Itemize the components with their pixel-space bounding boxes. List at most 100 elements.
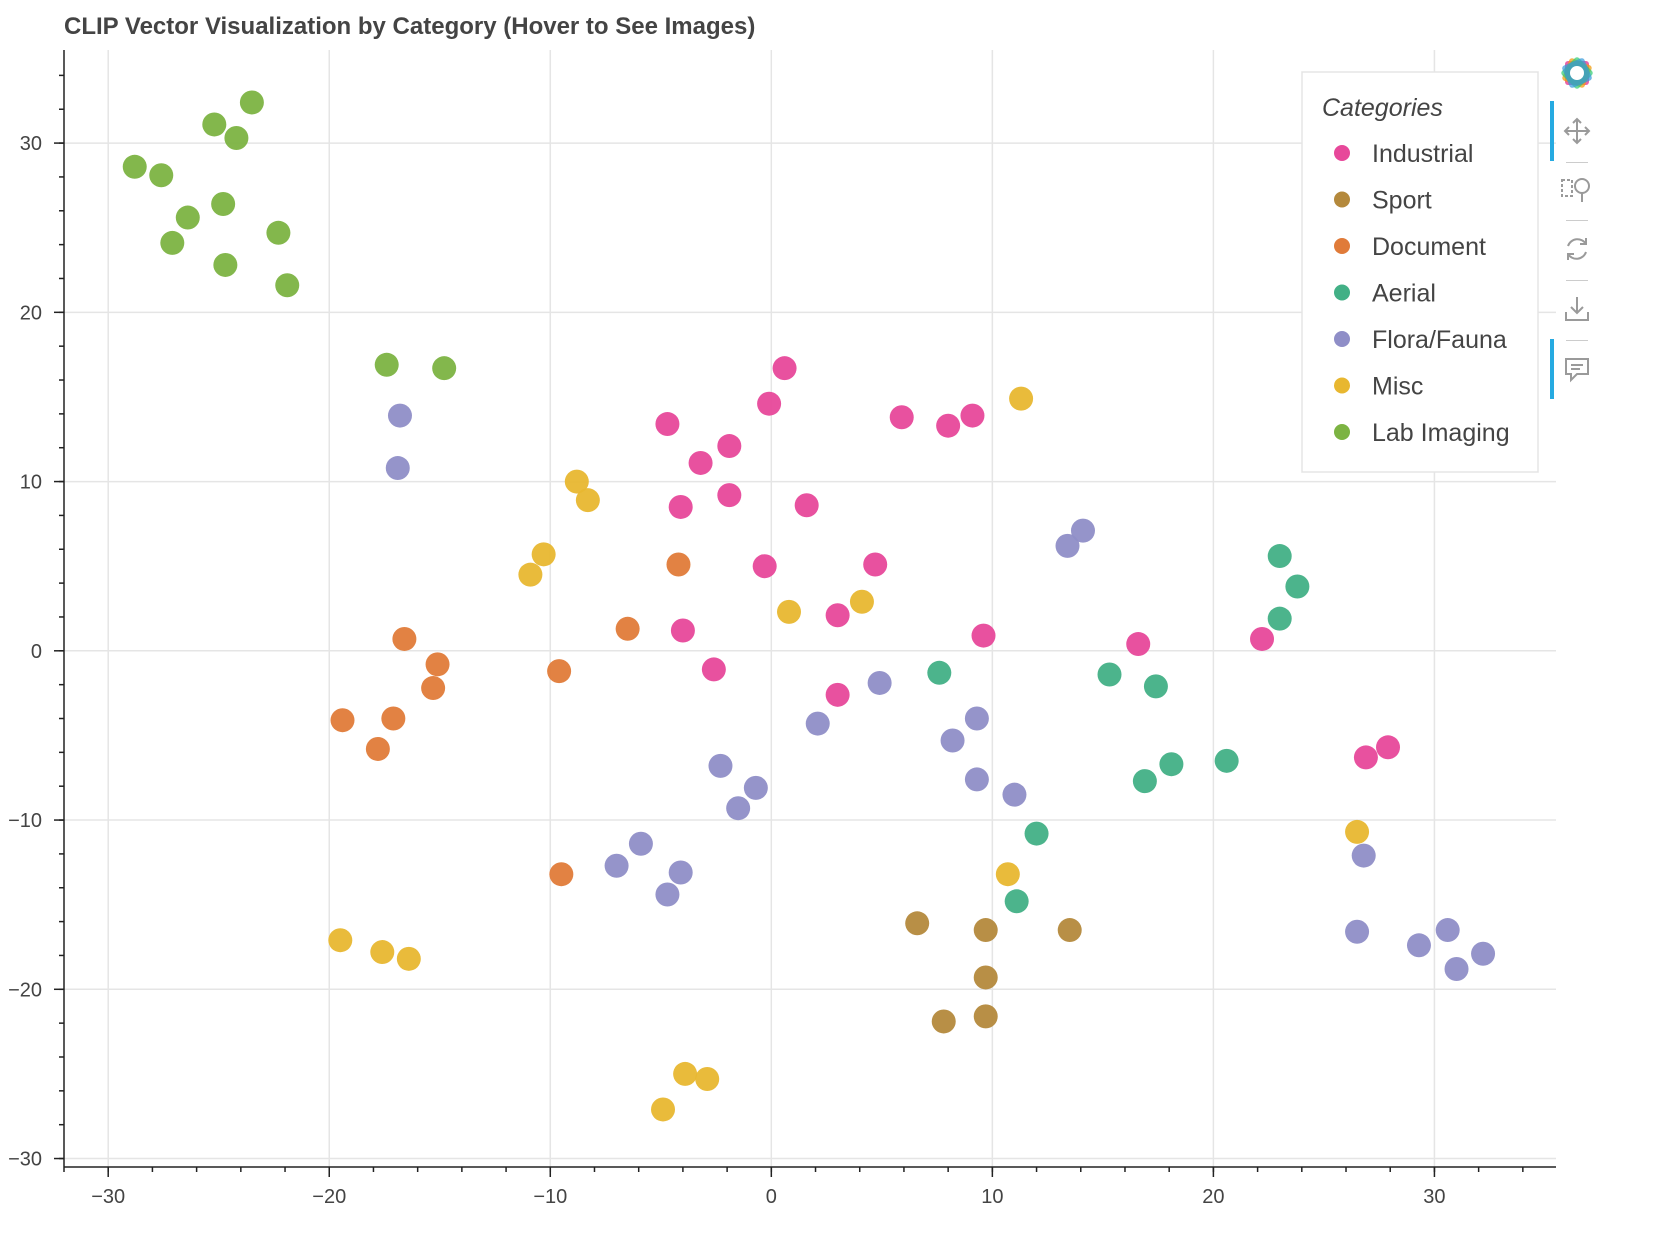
point-document[interactable] xyxy=(666,552,691,577)
point-flora-fauna[interactable] xyxy=(1444,956,1469,981)
point-industrial[interactable] xyxy=(825,603,850,628)
point-flora-fauna[interactable] xyxy=(1435,918,1460,943)
scatter-points[interactable] xyxy=(122,90,1496,1122)
point-industrial[interactable] xyxy=(971,623,996,648)
point-flora-fauna[interactable] xyxy=(964,767,989,792)
point-document[interactable] xyxy=(365,736,390,761)
point-misc[interactable] xyxy=(370,940,395,965)
point-flora-fauna[interactable] xyxy=(1471,941,1496,966)
point-flora-fauna[interactable] xyxy=(964,706,989,731)
point-industrial[interactable] xyxy=(688,450,713,475)
legend-label-document[interactable]: Document xyxy=(1372,233,1486,261)
point-sport[interactable] xyxy=(973,1004,998,1029)
point-aerial[interactable] xyxy=(1285,574,1310,599)
point-flora-fauna[interactable] xyxy=(805,711,830,736)
point-flora-fauna[interactable] xyxy=(1070,518,1095,543)
point-industrial[interactable] xyxy=(936,413,961,438)
point-document[interactable] xyxy=(392,626,417,651)
point-flora-fauna[interactable] xyxy=(708,753,733,778)
point-industrial[interactable] xyxy=(960,403,985,428)
point-aerial[interactable] xyxy=(1004,889,1029,914)
point-document[interactable] xyxy=(330,708,355,733)
point-flora-fauna[interactable] xyxy=(1406,933,1431,958)
point-aerial[interactable] xyxy=(1132,769,1157,794)
point-document[interactable] xyxy=(547,659,572,684)
point-flora-fauna[interactable] xyxy=(726,796,751,821)
point-flora-fauna[interactable] xyxy=(1055,533,1080,558)
point-flora-fauna[interactable] xyxy=(940,728,965,753)
point-misc[interactable] xyxy=(328,928,353,953)
point-misc[interactable] xyxy=(531,542,556,567)
point-document[interactable] xyxy=(425,652,450,677)
point-flora-fauna[interactable] xyxy=(387,403,412,428)
point-lab-imaging[interactable] xyxy=(211,192,236,217)
point-aerial[interactable] xyxy=(1267,606,1292,631)
point-misc[interactable] xyxy=(1009,386,1034,411)
point-lab-imaging[interactable] xyxy=(175,205,200,230)
point-lab-imaging[interactable] xyxy=(202,112,227,137)
point-lab-imaging[interactable] xyxy=(432,356,457,381)
point-flora-fauna[interactable] xyxy=(1002,782,1027,807)
point-flora-fauna[interactable] xyxy=(867,670,892,695)
point-misc[interactable] xyxy=(673,1061,698,1086)
legend-label-sport[interactable]: Sport xyxy=(1372,187,1432,215)
legend-label-misc[interactable]: Misc xyxy=(1372,373,1423,401)
point-industrial[interactable] xyxy=(863,552,888,577)
point-misc[interactable] xyxy=(777,599,802,624)
legend-label-flora-fauna[interactable]: Flora/Fauna xyxy=(1372,326,1507,354)
point-industrial[interactable] xyxy=(889,405,914,430)
hover-tool[interactable] xyxy=(1550,339,1600,399)
point-industrial[interactable] xyxy=(794,493,819,518)
point-sport[interactable] xyxy=(973,965,998,990)
point-aerial[interactable] xyxy=(927,660,952,685)
point-industrial[interactable] xyxy=(772,356,797,381)
point-misc[interactable] xyxy=(564,469,589,494)
pan-tool[interactable] xyxy=(1550,101,1600,161)
point-misc[interactable] xyxy=(849,589,874,614)
point-sport[interactable] xyxy=(1057,918,1082,943)
point-flora-fauna[interactable] xyxy=(668,860,693,885)
point-lab-imaging[interactable] xyxy=(374,352,399,377)
point-lab-imaging[interactable] xyxy=(213,252,238,277)
point-industrial[interactable] xyxy=(668,494,693,519)
point-document[interactable] xyxy=(549,862,574,887)
point-aerial[interactable] xyxy=(1024,821,1049,846)
legend-label-lab-imaging[interactable]: Lab Imaging xyxy=(1372,419,1510,447)
point-flora-fauna[interactable] xyxy=(655,882,680,907)
point-industrial[interactable] xyxy=(1376,735,1401,760)
point-lab-imaging[interactable] xyxy=(160,230,185,255)
point-industrial[interactable] xyxy=(825,682,850,707)
point-aerial[interactable] xyxy=(1267,544,1292,569)
point-document[interactable] xyxy=(381,706,406,731)
point-industrial[interactable] xyxy=(757,391,782,416)
bokeh-logo-icon[interactable] xyxy=(1554,50,1600,96)
point-industrial[interactable] xyxy=(1126,632,1151,657)
point-industrial[interactable] xyxy=(717,434,742,459)
point-lab-imaging[interactable] xyxy=(149,163,174,188)
point-misc[interactable] xyxy=(995,862,1020,887)
point-sport[interactable] xyxy=(973,918,998,943)
point-industrial[interactable] xyxy=(701,657,726,682)
legend-label-industrial[interactable]: Industrial xyxy=(1372,140,1473,168)
point-industrial[interactable] xyxy=(752,554,777,579)
point-flora-fauna[interactable] xyxy=(743,775,768,800)
point-aerial[interactable] xyxy=(1143,674,1168,699)
point-lab-imaging[interactable] xyxy=(275,273,300,298)
point-aerial[interactable] xyxy=(1097,662,1122,687)
point-misc[interactable] xyxy=(695,1066,720,1091)
point-flora-fauna[interactable] xyxy=(1351,843,1376,868)
point-aerial[interactable] xyxy=(1214,748,1239,773)
point-document[interactable] xyxy=(421,676,446,701)
point-sport[interactable] xyxy=(931,1009,956,1034)
point-lab-imaging[interactable] xyxy=(122,154,147,179)
reset-tool[interactable] xyxy=(1554,226,1600,272)
point-industrial[interactable] xyxy=(1250,626,1275,651)
point-lab-imaging[interactable] xyxy=(224,126,249,151)
point-misc[interactable] xyxy=(651,1097,676,1122)
point-flora-fauna[interactable] xyxy=(385,456,410,481)
point-lab-imaging[interactable] xyxy=(239,90,264,115)
point-sport[interactable] xyxy=(905,911,930,936)
save-tool[interactable] xyxy=(1554,286,1600,332)
point-industrial[interactable] xyxy=(670,618,695,643)
point-flora-fauna[interactable] xyxy=(628,831,653,856)
